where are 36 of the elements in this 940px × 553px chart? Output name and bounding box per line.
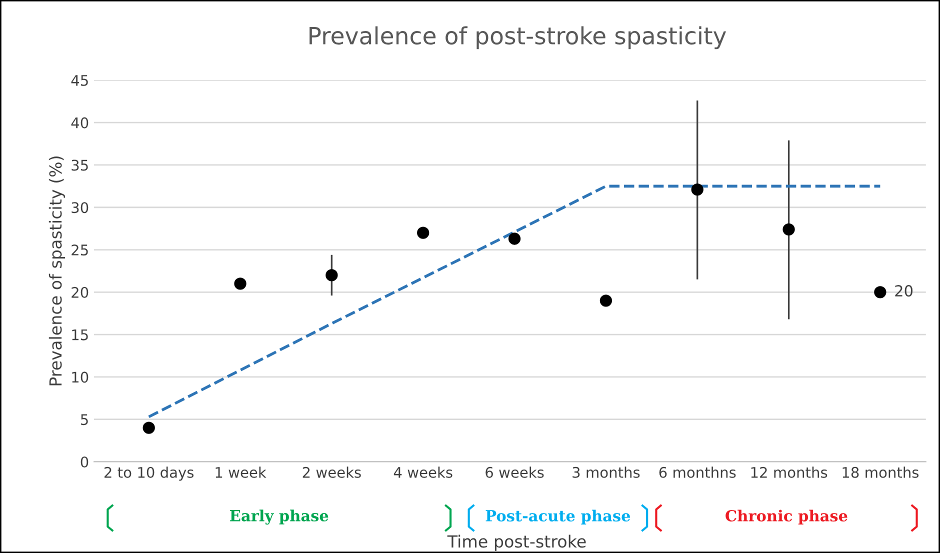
y-tick-label: 5 <box>80 414 88 426</box>
y-tick-label: 35 <box>72 160 88 171</box>
text: Chronic phase <box>726 510 848 524</box>
y-tick-label: 25 <box>72 244 88 256</box>
y-tick-label: 0 <box>80 456 88 468</box>
x-tick-label: 3 months <box>572 466 640 478</box>
x-tick-label: 2 to 10 days <box>104 466 194 481</box>
chart-title: Prevalence of post-stroke spasticity <box>310 26 726 50</box>
x-tick-label: 6 monthns <box>659 466 736 478</box>
y-tick-label: 10 <box>72 372 88 383</box>
point <box>326 269 338 282</box>
text: Post-acute phase <box>486 510 630 524</box>
point <box>417 226 430 239</box>
text: Early phase <box>230 510 328 525</box>
y-tick-label: 30 <box>72 202 88 214</box>
x-axis-title: Time post-stroke <box>447 534 586 551</box>
point <box>142 422 155 434</box>
point <box>600 294 612 307</box>
x-tick-label: 12 months <box>751 466 828 478</box>
y-tick-label: 40 <box>71 117 88 128</box>
x-tick-label: 4 weeks <box>394 466 452 478</box>
point <box>508 232 521 245</box>
y-tick-label: 20 <box>72 286 88 298</box>
line-series <box>147 184 882 418</box>
x-tick-label: 2 weeks <box>302 466 361 478</box>
y-tick-label: 15 <box>72 329 88 340</box>
point <box>691 183 704 196</box>
y-axis-title: Prevalence of spasticity (%) <box>48 156 66 386</box>
data-label: 20 <box>895 285 913 297</box>
x-tick-label: 6 weeks <box>486 466 544 478</box>
point <box>874 286 886 298</box>
point <box>782 223 795 236</box>
x-tick-label: 18 months <box>842 466 919 478</box>
y-tick-label: 45 <box>71 75 88 86</box>
point <box>234 278 246 290</box>
x-tick-label: 1 week <box>216 466 266 478</box>
